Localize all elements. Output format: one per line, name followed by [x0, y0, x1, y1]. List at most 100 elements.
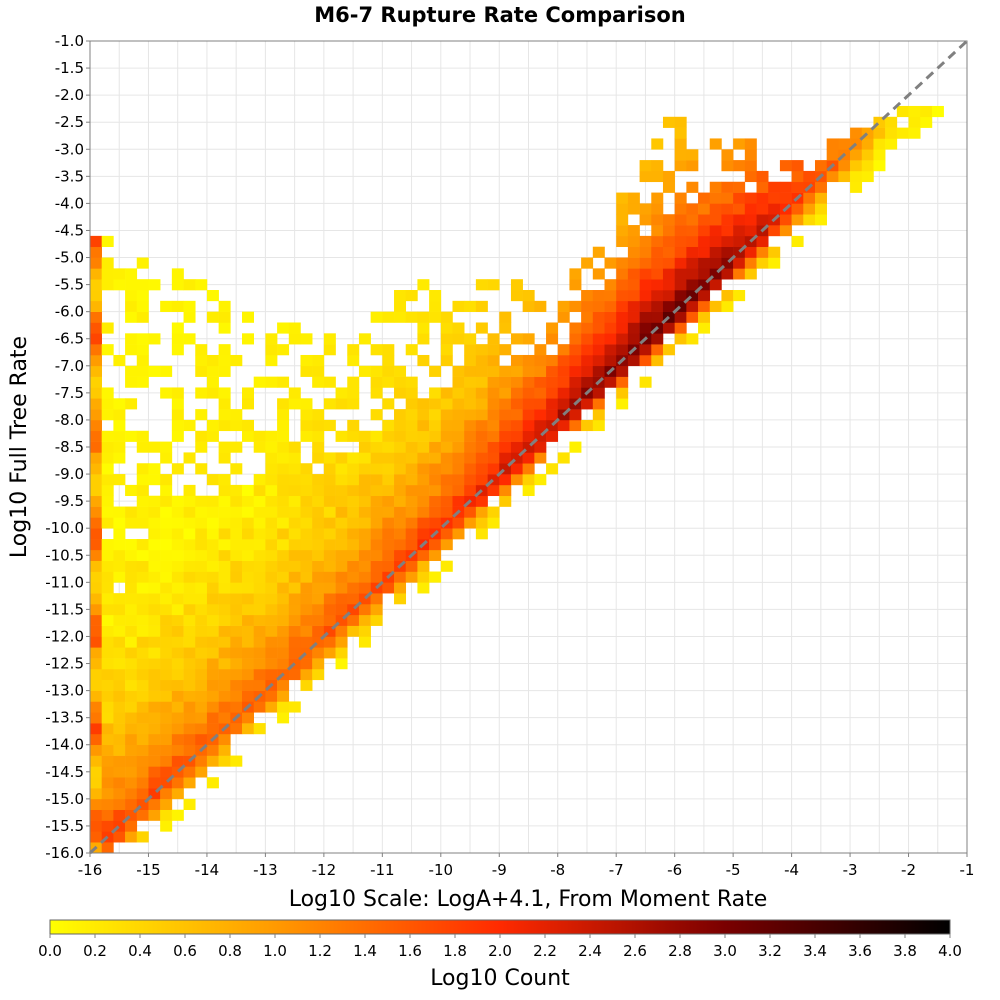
heatmap-cell [581, 376, 594, 388]
heatmap-cell [803, 203, 816, 215]
heatmap-cell [592, 344, 605, 356]
colorbar-tick-label: 0.2 [83, 942, 107, 960]
heatmap-cell [417, 279, 430, 291]
heatmap-cell [230, 560, 243, 572]
heatmap-cell [569, 279, 582, 291]
heatmap-cell [394, 300, 407, 312]
heatmap-cell [218, 636, 231, 648]
heatmap-cell [768, 225, 781, 237]
heatmap-cell [218, 571, 231, 583]
heatmap-cell [651, 214, 664, 226]
heatmap-cell [206, 603, 219, 616]
heatmap-cell [323, 539, 336, 551]
heatmap-cell [242, 593, 254, 605]
heatmap-cell [779, 192, 792, 204]
heatmap-cell [662, 290, 675, 302]
heatmap-cell [347, 571, 360, 583]
heatmap-cell [440, 333, 453, 345]
heatmap-cell [206, 582, 219, 594]
heatmap-cell [394, 582, 407, 594]
heatmap-cell [90, 560, 102, 572]
heatmap-cell [148, 668, 161, 681]
heatmap-cell [475, 452, 488, 464]
heatmap-cell [242, 430, 254, 442]
heatmap-cell [136, 593, 149, 605]
heatmap-cell [698, 214, 711, 226]
heatmap-cell [499, 484, 512, 497]
heatmap-cell [242, 311, 254, 323]
heatmap-cell [896, 127, 909, 139]
heatmap-cell [300, 560, 313, 572]
heatmap-cell [920, 116, 933, 128]
heatmap-cell [709, 192, 722, 204]
heatmap-cell [90, 279, 102, 291]
heatmap-cell [183, 582, 196, 594]
heatmap-cell [394, 495, 407, 507]
heatmap-cell [908, 127, 921, 139]
heatmap-cell [277, 484, 290, 497]
heatmap-cell [522, 300, 535, 312]
heatmap-cell [90, 344, 102, 356]
heatmap-cell [195, 766, 208, 778]
heatmap-cell [604, 257, 617, 269]
heatmap-cell [160, 733, 173, 746]
colorbar-tick-label: 4.0 [938, 942, 962, 960]
heatmap-cell [90, 387, 102, 399]
heatmap-cell [90, 322, 102, 334]
heatmap-cell [487, 484, 500, 497]
reference-line [88, 39, 969, 855]
heatmap-cell [674, 246, 687, 258]
heatmap-cell [183, 603, 196, 616]
heatmap-cell [253, 625, 266, 637]
heatmap-cell [90, 603, 102, 616]
heatmap-cell [277, 560, 290, 572]
heatmap-cell [148, 279, 161, 291]
heatmap-cell [218, 311, 231, 323]
heatmap-cell [218, 625, 231, 637]
heatmap-cell [394, 290, 407, 302]
heatmap-cell [136, 690, 149, 702]
heatmap-cell [300, 333, 313, 345]
heatmap-cell [370, 603, 383, 616]
heatmap-cell [265, 647, 278, 659]
heatmap-cell [674, 203, 687, 215]
heatmap-cell [791, 214, 804, 226]
heatmap-cell [744, 203, 757, 215]
heatmap-cell [183, 614, 196, 626]
heatmap-cell [627, 354, 640, 367]
heatmap-cell [300, 647, 313, 659]
heatmap-cell [674, 138, 687, 150]
heatmap-cell [160, 625, 173, 637]
heatmap-cell [323, 419, 336, 432]
heatmap-cell [627, 333, 640, 345]
heatmap-cell [510, 419, 523, 432]
heatmap-cell [838, 138, 851, 150]
heatmap-cell [347, 419, 360, 432]
heatmap-cell [756, 246, 769, 258]
heatmap-cell [171, 528, 184, 540]
heatmap-cell [183, 419, 196, 432]
heatmap-cell [394, 311, 407, 323]
heatmap-cell [768, 181, 781, 193]
heatmap-cell [405, 441, 418, 453]
heatmap-cell [475, 495, 488, 507]
heatmap-cell [277, 506, 290, 518]
heatmap-cell [826, 138, 839, 150]
heatmap-cell [662, 300, 675, 312]
heatmap-cell [101, 441, 114, 453]
heatmap-cell [429, 311, 442, 323]
heatmap-cell [171, 463, 184, 475]
heatmap-cell [534, 354, 547, 367]
heatmap-cell [125, 311, 138, 323]
heatmap-cell [487, 419, 500, 432]
heatmap-cell [90, 257, 102, 269]
heatmap-cell [136, 376, 149, 388]
heatmap-cell [90, 409, 102, 421]
colorbar-tick-label: 1.6 [398, 942, 422, 960]
heatmap-cell [183, 279, 196, 291]
heatmap-cell [592, 354, 605, 367]
heatmap-cell [686, 300, 699, 312]
heatmap-cell [253, 636, 266, 648]
heatmap-cell [417, 441, 430, 453]
heatmap-cell [861, 160, 874, 172]
